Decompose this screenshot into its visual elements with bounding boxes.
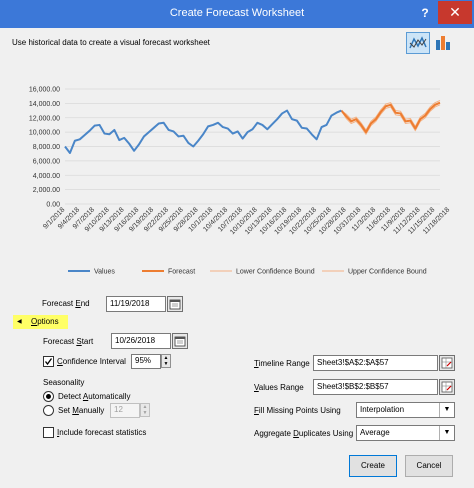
series-line-upper-confidence-bound <box>341 100 441 131</box>
forecast-start-label: Forecast Start <box>43 337 94 346</box>
detect-automatically-radio[interactable] <box>43 391 54 402</box>
series-line-forecast <box>340 101 441 134</box>
confidence-interval-label: Confidence Interval <box>57 357 126 366</box>
spin-up-icon[interactable]: ▲ <box>142 404 148 410</box>
create-button[interactable]: Create <box>349 455 397 477</box>
aggregate-duplicates-select[interactable]: Average ▼ <box>356 425 455 441</box>
legend-label: Values <box>94 269 115 276</box>
column-chart-view-button[interactable] <box>432 32 456 54</box>
line-chart-icon <box>409 36 427 49</box>
timeline-range-input[interactable]: Sheet3!$A$2:$A$57 <box>313 355 438 371</box>
series-line-lower-confidence-bound <box>340 104 441 135</box>
calendar-icon <box>174 336 186 347</box>
legend-label: Forecast <box>168 269 195 276</box>
values-range-input[interactable]: Sheet3!$B$2:$B$57 <box>313 379 438 395</box>
set-manually-label: Set Manually <box>58 406 105 415</box>
description-text: Use historical data to create a visual f… <box>12 38 210 47</box>
confidence-interval-checkbox[interactable] <box>43 356 54 367</box>
values-range-label: Values Range <box>254 383 304 392</box>
y-tick-label: 0.00 <box>46 202 60 209</box>
spin-down-icon[interactable]: ▼ <box>163 361 169 367</box>
confidence-interval-spinner[interactable]: ▲ ▼ <box>161 354 171 368</box>
range-select-icon <box>441 381 453 393</box>
collapse-arrow-icon: ◀ <box>17 319 22 325</box>
set-manually-radio[interactable] <box>43 405 54 416</box>
legend-label: Upper Confidence Bound <box>348 269 427 276</box>
detect-automatically-label: Detect Automatically <box>58 392 131 401</box>
options-label: Options <box>31 317 59 326</box>
fill-missing-points-select[interactable]: Interpolation ▼ <box>356 402 455 418</box>
forecast-start-input[interactable]: 10/26/2018 <box>111 333 171 349</box>
aggregate-duplicates-value: Average <box>360 428 390 437</box>
window-title: Create Forecast Worksheet <box>169 7 305 19</box>
y-tick-label: 10,000.00 <box>29 130 60 137</box>
y-tick-label: 8,000.00 <box>33 144 60 151</box>
forecast-end-input[interactable]: 11/19/2018 <box>106 296 166 312</box>
y-tick-label: 14,000.00 <box>29 101 60 108</box>
forecast-chart: 0.00 2,000.00 4,000.00 6,000.00 8,000.00 10,0… <box>29 87 452 276</box>
y-tick-label: 12,000.00 <box>29 115 60 122</box>
y-tick-label: 2,000.00 <box>33 187 60 194</box>
y-tick-label: 6,000.00 <box>33 158 60 165</box>
calendar-icon <box>169 299 181 310</box>
forecast-start-calendar-button[interactable] <box>172 333 188 349</box>
chevron-down-icon: ▼ <box>439 426 454 440</box>
line-chart-view-button[interactable] <box>406 32 430 54</box>
close-button[interactable]: ✕ <box>438 1 472 24</box>
cancel-button[interactable]: Cancel <box>405 455 453 477</box>
column-chart-icon <box>436 36 450 50</box>
spin-up-icon[interactable]: ▲ <box>163 355 169 361</box>
checkmark-icon <box>44 358 53 366</box>
include-statistics-label: Include forecast statistics <box>57 428 147 437</box>
chevron-down-icon: ▼ <box>439 403 454 417</box>
timeline-range-select-button[interactable] <box>439 355 455 371</box>
range-select-icon <box>441 357 453 369</box>
aggregate-duplicates-label: Aggregate Duplicates Using <box>254 429 354 438</box>
options-toggle[interactable]: ◀ Options <box>13 315 68 329</box>
timeline-range-label: Timeline Range <box>254 359 310 368</box>
legend-label: Lower Confidence Bound <box>236 269 315 276</box>
series-line-values <box>64 109 342 154</box>
values-range-select-button[interactable] <box>439 379 455 395</box>
set-manually-spinner[interactable]: ▲ ▼ <box>140 403 150 417</box>
confidence-interval-input[interactable]: 95% <box>131 354 161 369</box>
fill-missing-points-label: Fill Missing Points Using <box>254 406 341 415</box>
y-tick-label: 16,000.00 <box>29 87 60 94</box>
fill-missing-points-value: Interpolation <box>360 405 405 414</box>
radio-dot <box>46 394 51 399</box>
forecast-end-label: Forecast End <box>42 299 90 308</box>
title-bar: Create Forecast Worksheet ? ✕ <box>0 0 474 28</box>
spin-down-icon[interactable]: ▼ <box>142 410 148 416</box>
help-button[interactable]: ? <box>421 6 429 20</box>
forecast-end-calendar-button[interactable] <box>167 296 183 312</box>
y-tick-label: 4,000.00 <box>33 173 60 180</box>
set-manually-input[interactable]: 12 <box>110 403 140 418</box>
seasonality-heading: Seasonality <box>43 378 85 387</box>
include-statistics-checkbox[interactable] <box>43 427 54 438</box>
